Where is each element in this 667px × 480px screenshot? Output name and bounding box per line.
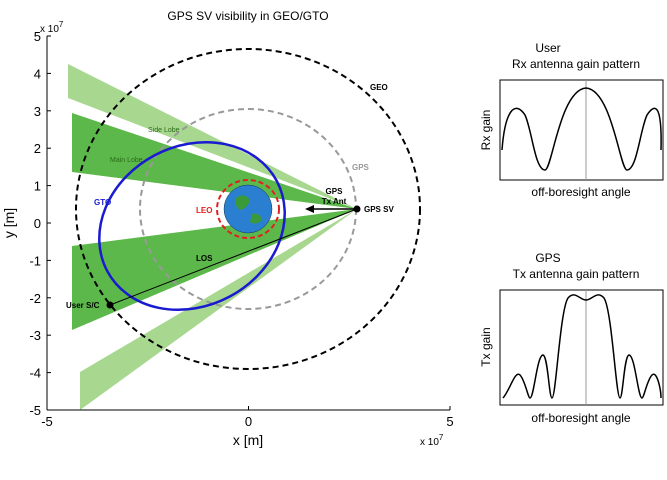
main-lobe-label: Main Lobe bbox=[110, 157, 143, 164]
y-tick-label: -2 bbox=[29, 291, 41, 306]
y-tick-label: -3 bbox=[29, 328, 41, 343]
rx-xlabel: off-boresight angle bbox=[531, 185, 631, 199]
tx-title: GPS bbox=[535, 251, 560, 265]
main-title: GPS SV visibility in GEO/GTO bbox=[167, 9, 328, 23]
los-label: LOS bbox=[196, 254, 213, 263]
y-tick-label: -4 bbox=[29, 366, 41, 381]
rx-ylabel: Rx gain bbox=[479, 110, 493, 151]
gps-sv-label: GPS SV bbox=[364, 205, 394, 214]
y-tick-label: 3 bbox=[34, 104, 41, 119]
leo-label: LEO bbox=[196, 206, 212, 215]
earth bbox=[224, 185, 272, 233]
y-tick-label: 1 bbox=[34, 179, 41, 194]
tx-title: Tx antenna gain pattern bbox=[513, 267, 640, 281]
y-tick-label: 0 bbox=[34, 216, 41, 231]
y-axis-label: y [m] bbox=[1, 208, 17, 238]
rx-title: User bbox=[535, 41, 560, 55]
gps-tx-label: GPS bbox=[326, 187, 344, 196]
y-tick-label: 2 bbox=[34, 141, 41, 156]
x-exponent-base: x 10 bbox=[420, 437, 439, 448]
gps-tx-label: Tx Ant bbox=[322, 197, 347, 206]
gps-label: GPS bbox=[352, 163, 370, 172]
side-lobe-label: Side Lobe bbox=[148, 127, 180, 134]
rx-title: Rx antenna gain pattern bbox=[512, 57, 640, 71]
tx-ylabel: Tx gain bbox=[479, 327, 493, 366]
y-exponent-base: x 10 bbox=[40, 24, 59, 35]
user-point bbox=[107, 302, 114, 309]
y-tick-label: -5 bbox=[29, 403, 41, 418]
gto-label: GTO bbox=[94, 198, 111, 207]
x-exponent-power: 7 bbox=[439, 433, 444, 442]
x-axis-label: x [m] bbox=[233, 432, 263, 448]
y-tick-label: 4 bbox=[34, 66, 41, 81]
y-tick-label: -1 bbox=[29, 253, 41, 268]
figure: GPS SV visibility in GEO/GTO GEO GPS LEO… bbox=[0, 0, 667, 480]
tx-xlabel: off-boresight angle bbox=[531, 411, 631, 425]
x-tick-label: 5 bbox=[446, 414, 453, 429]
x-tick-label: -5 bbox=[41, 414, 53, 429]
user-label: User S/C bbox=[66, 301, 100, 310]
geo-label: GEO bbox=[370, 83, 388, 92]
y-exponent-power: 7 bbox=[59, 20, 64, 29]
gps-sv-point bbox=[354, 206, 361, 213]
x-tick-label: 0 bbox=[245, 414, 252, 429]
